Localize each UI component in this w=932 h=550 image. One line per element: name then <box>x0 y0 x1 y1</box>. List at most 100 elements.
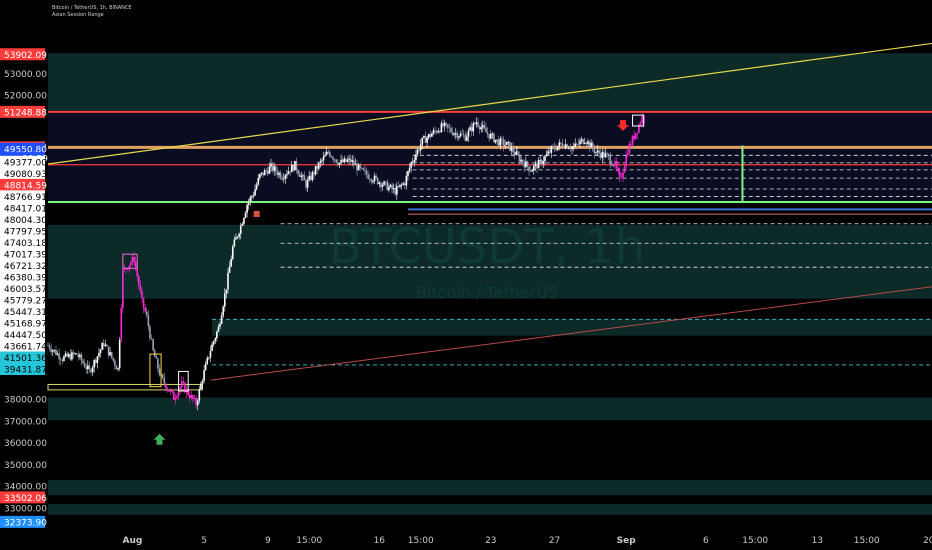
price-label: 48766.91 <box>0 190 47 203</box>
candle-body <box>247 201 250 205</box>
candle <box>423 135 425 139</box>
candle <box>141 287 143 303</box>
candle <box>413 155 416 167</box>
candle-body <box>327 151 330 153</box>
candle <box>386 179 389 191</box>
trendline-0[interactable] <box>47 42 932 165</box>
candle-body <box>303 175 306 181</box>
candle-body <box>622 172 624 178</box>
price-label-text: 53902.09 <box>4 51 47 61</box>
candle <box>450 125 452 134</box>
candle-body <box>431 133 433 137</box>
candle <box>470 121 473 137</box>
candle-body <box>173 391 175 400</box>
price-label-bg <box>0 224 45 237</box>
candle <box>615 157 618 172</box>
candle-body <box>450 128 452 132</box>
candle-body <box>322 156 325 161</box>
candle <box>98 348 100 360</box>
candle-body <box>254 189 256 196</box>
candle <box>486 127 489 138</box>
candle-body <box>432 130 435 134</box>
candle <box>267 166 269 177</box>
candle-body <box>391 184 393 190</box>
candle <box>509 141 511 152</box>
candle-body <box>176 396 178 398</box>
candle <box>322 151 325 165</box>
price-label-text: 49377.00 <box>4 158 47 168</box>
candle-body <box>553 146 556 150</box>
candle-body <box>357 164 360 171</box>
candle <box>71 349 73 361</box>
candle-body <box>179 387 182 391</box>
price-label: 46003.57 <box>0 282 47 295</box>
candle <box>251 194 253 202</box>
candle-body <box>603 152 605 158</box>
candle-body <box>71 352 73 360</box>
candle-body <box>267 171 269 174</box>
candle <box>454 127 457 140</box>
candle <box>563 144 565 149</box>
candle <box>204 361 207 371</box>
candle-body <box>236 236 239 238</box>
candle-body <box>93 360 95 368</box>
candle <box>625 150 627 169</box>
candle <box>93 358 95 373</box>
price-label-bg <box>0 105 45 118</box>
candle-body <box>271 163 274 171</box>
candle <box>577 138 580 147</box>
time-axis-bg <box>0 530 932 550</box>
symbol-title: Bitcoin / TetherUS, 1h, BINANCE <box>52 5 132 11</box>
candle-body <box>249 197 252 202</box>
candle <box>359 162 361 172</box>
candle <box>494 139 497 145</box>
candle <box>348 154 350 166</box>
candle-body <box>270 163 272 167</box>
candle-body <box>260 172 263 175</box>
candle <box>298 171 301 177</box>
candle <box>244 210 247 219</box>
price-label: 45168.97 <box>0 316 47 329</box>
candle <box>445 122 447 129</box>
header: Bitcoin / TetherUS, 1h, BINANCE Asian Se… <box>52 5 132 18</box>
candle-body <box>251 196 253 198</box>
candle-body <box>595 152 597 153</box>
candle <box>317 161 320 171</box>
candle-body <box>497 139 500 146</box>
candle-body <box>198 388 201 401</box>
candle-body <box>593 148 596 153</box>
price-label-text: 45779.27 <box>4 296 47 306</box>
x-tick-label: 27 <box>549 536 560 546</box>
candle-body <box>583 142 586 144</box>
candle <box>51 348 54 357</box>
candle-body <box>478 126 481 130</box>
candle <box>550 145 553 158</box>
candle <box>276 167 279 179</box>
price-label-bg <box>0 167 45 180</box>
candle <box>544 154 546 166</box>
trendline-1[interactable] <box>210 286 932 381</box>
candle <box>233 236 236 248</box>
candle <box>381 182 384 191</box>
candle-body <box>255 184 258 190</box>
candle-body <box>279 172 282 179</box>
candle <box>396 182 398 200</box>
candle-body <box>204 363 207 371</box>
candle-body <box>126 268 129 270</box>
candle <box>106 343 108 347</box>
x-tick-label: 9 <box>265 536 271 546</box>
candle-body <box>287 171 290 175</box>
candle <box>75 352 78 355</box>
candle-body <box>101 343 103 350</box>
candle <box>171 390 174 395</box>
candle <box>147 310 150 331</box>
candle-body <box>290 164 293 173</box>
candle-body <box>531 170 534 172</box>
candle-body <box>310 175 312 180</box>
candle-body <box>47 345 49 347</box>
candle-body <box>230 258 232 267</box>
candle <box>235 233 237 240</box>
candle <box>88 361 91 373</box>
price-label: 32373.90 <box>0 515 47 528</box>
